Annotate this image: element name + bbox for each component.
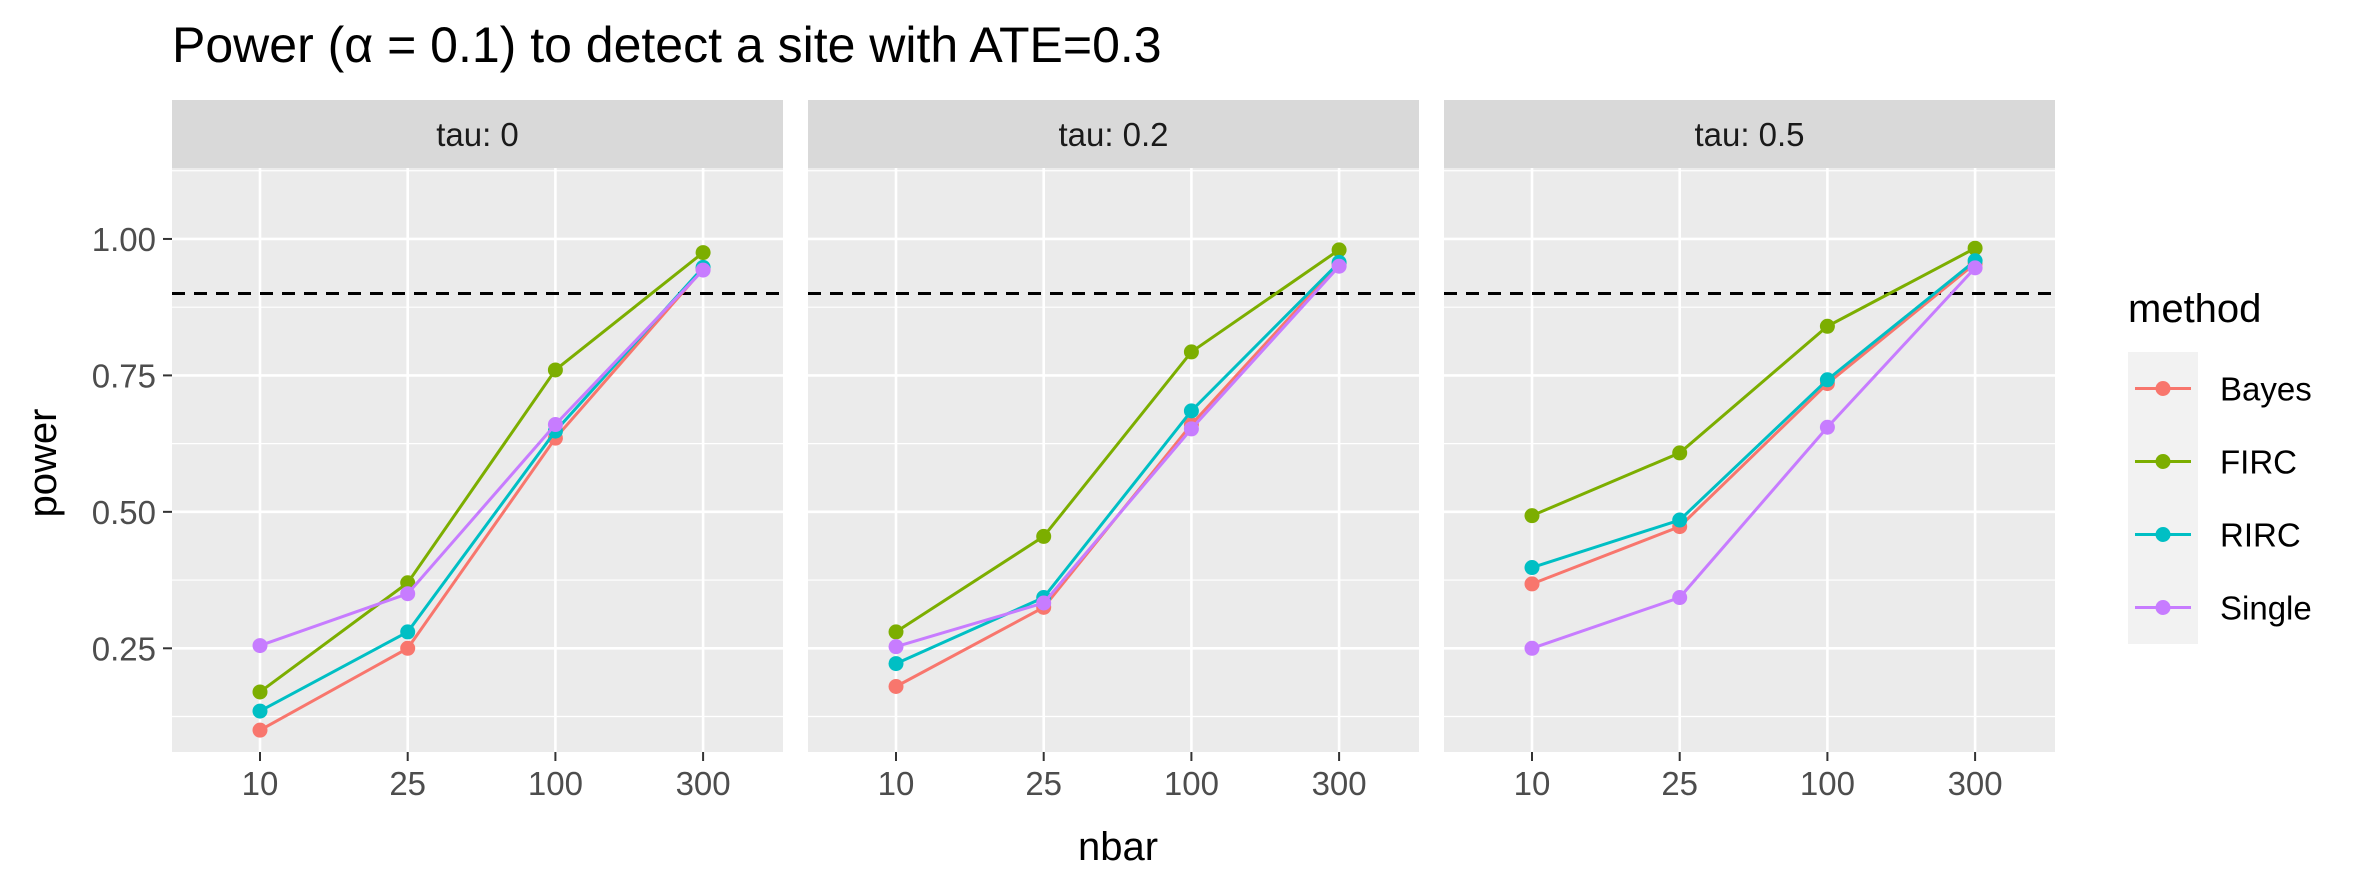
data-point-single bbox=[1819, 419, 1835, 435]
y-tick-label: 0.25 bbox=[92, 630, 156, 667]
legend-key-point bbox=[2155, 527, 2171, 542]
data-point-single bbox=[1672, 590, 1688, 606]
legend-label: FIRC bbox=[2220, 444, 2297, 481]
legend-key-point bbox=[2155, 600, 2171, 615]
data-point-firc bbox=[1524, 508, 1540, 524]
data-point-single bbox=[888, 639, 904, 655]
data-point-single bbox=[547, 417, 563, 433]
data-point-firc bbox=[695, 245, 711, 261]
chart-title: Power (α = 0.1) to detect a site with AT… bbox=[172, 17, 1162, 73]
data-point-single bbox=[1331, 258, 1347, 274]
data-point-bayes bbox=[888, 679, 904, 695]
facet-panel: tau: 0.5 10 25 100 300 bbox=[1444, 100, 2055, 802]
data-point-rirc bbox=[1524, 560, 1540, 576]
data-point-firc bbox=[547, 362, 563, 378]
legend-label: Bayes bbox=[2220, 371, 2312, 408]
plot-background bbox=[172, 168, 783, 752]
data-point-firc bbox=[1036, 528, 1052, 544]
facet-panel: tau: 0.2 10 25 100 300 bbox=[808, 100, 1419, 802]
x-tick-label: 100 bbox=[1800, 765, 1855, 802]
data-point-firc bbox=[1672, 445, 1688, 461]
series-line-bayes bbox=[259, 267, 705, 732]
series-line-single bbox=[259, 269, 705, 647]
data-point-rirc bbox=[400, 624, 416, 640]
data-point-rirc bbox=[1672, 512, 1688, 528]
y-axis-title: power bbox=[21, 409, 65, 518]
x-tick-label: 300 bbox=[1948, 765, 2003, 802]
data-point-firc bbox=[1331, 242, 1347, 258]
facet-strip-label: tau: 0.2 bbox=[1058, 116, 1168, 153]
series-line-single bbox=[895, 265, 1341, 649]
data-point-bayes bbox=[1524, 576, 1540, 592]
legend-key-point bbox=[2155, 381, 2171, 396]
y-tick-label: 0.75 bbox=[92, 357, 156, 394]
data-point-single bbox=[400, 586, 416, 602]
data-point-single bbox=[1036, 595, 1052, 611]
data-point-rirc bbox=[252, 703, 268, 719]
legend-title: method bbox=[2128, 287, 2261, 331]
facet-strip-label: tau: 0.5 bbox=[1694, 116, 1804, 153]
data-point-rirc bbox=[1183, 403, 1199, 419]
data-point-firc bbox=[1967, 240, 1983, 256]
data-point-single bbox=[695, 262, 711, 278]
series-line-rirc bbox=[895, 261, 1341, 665]
x-tick-label: 10 bbox=[242, 765, 279, 802]
legend-label: Single bbox=[2220, 590, 2312, 627]
series-line-single bbox=[1531, 266, 1977, 650]
facet-strip bbox=[808, 100, 1419, 168]
x-axis-title: nbar bbox=[1078, 825, 1158, 869]
x-tick-label: 25 bbox=[1661, 765, 1698, 802]
data-point-firc bbox=[1819, 318, 1835, 334]
series-line-firc bbox=[259, 251, 705, 694]
legend-label: RIRC bbox=[2220, 517, 2301, 554]
facet-strip bbox=[172, 100, 783, 168]
legend: method Bayes FIRC RIRC Single bbox=[2128, 287, 2312, 644]
data-point-single bbox=[252, 638, 268, 654]
data-point-firc bbox=[252, 684, 268, 700]
series-line-rirc bbox=[1531, 259, 1977, 569]
facet-strip bbox=[1444, 100, 2055, 168]
data-point-rirc bbox=[1819, 372, 1835, 388]
data-point-bayes bbox=[400, 640, 416, 656]
legend-key-point bbox=[2155, 454, 2171, 469]
series-line-bayes bbox=[1531, 262, 1977, 586]
x-tick-label: 10 bbox=[1514, 765, 1551, 802]
x-tick-label: 300 bbox=[676, 765, 731, 802]
x-tick-label: 10 bbox=[878, 765, 915, 802]
data-point-firc bbox=[400, 575, 416, 591]
data-point-single bbox=[1183, 421, 1199, 437]
x-tick-label: 100 bbox=[1164, 765, 1219, 802]
facet-panel: tau: 0 10 25 100 300 bbox=[172, 100, 783, 802]
data-point-bayes bbox=[252, 722, 268, 738]
x-tick-label: 25 bbox=[1025, 765, 1062, 802]
x-tick-label: 25 bbox=[389, 765, 426, 802]
series-line-firc bbox=[895, 248, 1340, 634]
data-point-firc bbox=[1183, 344, 1199, 360]
data-point-firc bbox=[888, 624, 904, 640]
y-tick-label: 1.00 bbox=[92, 221, 156, 258]
x-tick-label: 300 bbox=[1312, 765, 1367, 802]
series-line-firc bbox=[1531, 246, 1976, 518]
data-point-single bbox=[1524, 640, 1540, 656]
y-tick-label: 0.50 bbox=[92, 494, 156, 531]
data-point-rirc bbox=[888, 656, 904, 672]
data-point-single bbox=[1967, 260, 1983, 276]
x-tick-label: 100 bbox=[528, 765, 583, 802]
facet-strip-label: tau: 0 bbox=[436, 116, 519, 153]
